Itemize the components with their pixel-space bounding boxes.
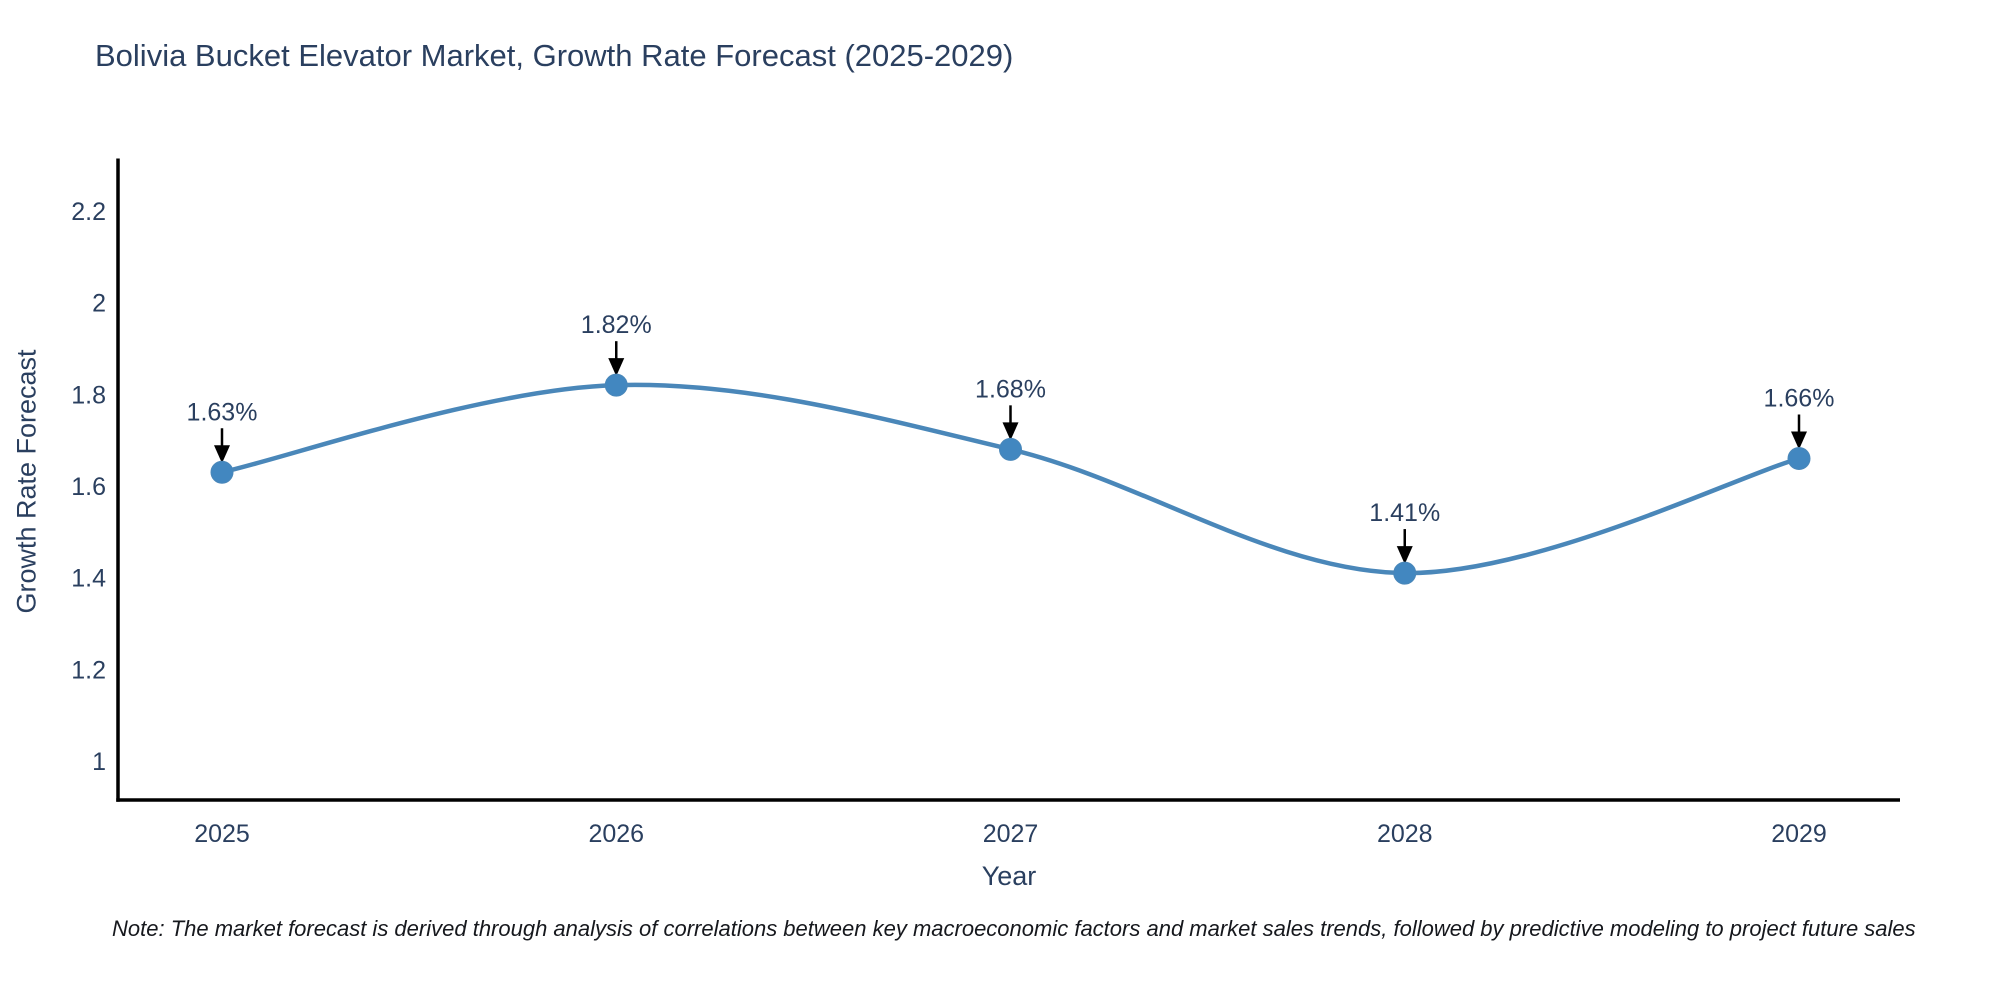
data-point-label: 1.41%: [1369, 499, 1440, 527]
annotation-arrowhead: [1791, 431, 1807, 450]
data-point-marker[interactable]: [1393, 561, 1417, 585]
data-point-label: 1.82%: [581, 311, 652, 339]
x-tick-label: 2026: [588, 820, 644, 848]
y-tick-label: 1.2: [71, 656, 106, 684]
annotation-arrowhead: [1002, 422, 1019, 441]
annotation-arrowhead: [608, 358, 625, 377]
y-tick-label: 1.6: [71, 473, 106, 501]
annotation-arrowhead: [214, 445, 230, 464]
x-tick-label: 2029: [1771, 820, 1827, 848]
data-point-label: 1.66%: [1764, 385, 1835, 413]
data-point-marker[interactable]: [604, 373, 628, 397]
x-axis-title: Year: [981, 861, 1037, 891]
x-tick-label: 2027: [983, 820, 1039, 848]
x-tick-label: 2028: [1377, 820, 1433, 848]
y-tick-label: 1: [92, 748, 106, 776]
data-point-marker[interactable]: [1787, 447, 1811, 471]
data-point-marker[interactable]: [210, 460, 234, 484]
y-tick-label: 1.8: [71, 381, 106, 409]
y-tick-label: 1.4: [71, 565, 106, 593]
footnote: Note: The market forecast is derived thr…: [112, 916, 1916, 941]
chart-title: Bolivia Bucket Elevator Market, Growth R…: [95, 38, 1014, 73]
data-point-marker[interactable]: [999, 437, 1022, 461]
y-tick-label: 2.2: [71, 198, 106, 226]
annotation-arrowhead: [1396, 546, 1413, 565]
data-point-label: 1.63%: [187, 398, 258, 426]
x-tick-label: 2025: [194, 820, 250, 848]
data-point-label: 1.68%: [975, 375, 1046, 403]
y-tick-label: 2: [92, 290, 106, 318]
